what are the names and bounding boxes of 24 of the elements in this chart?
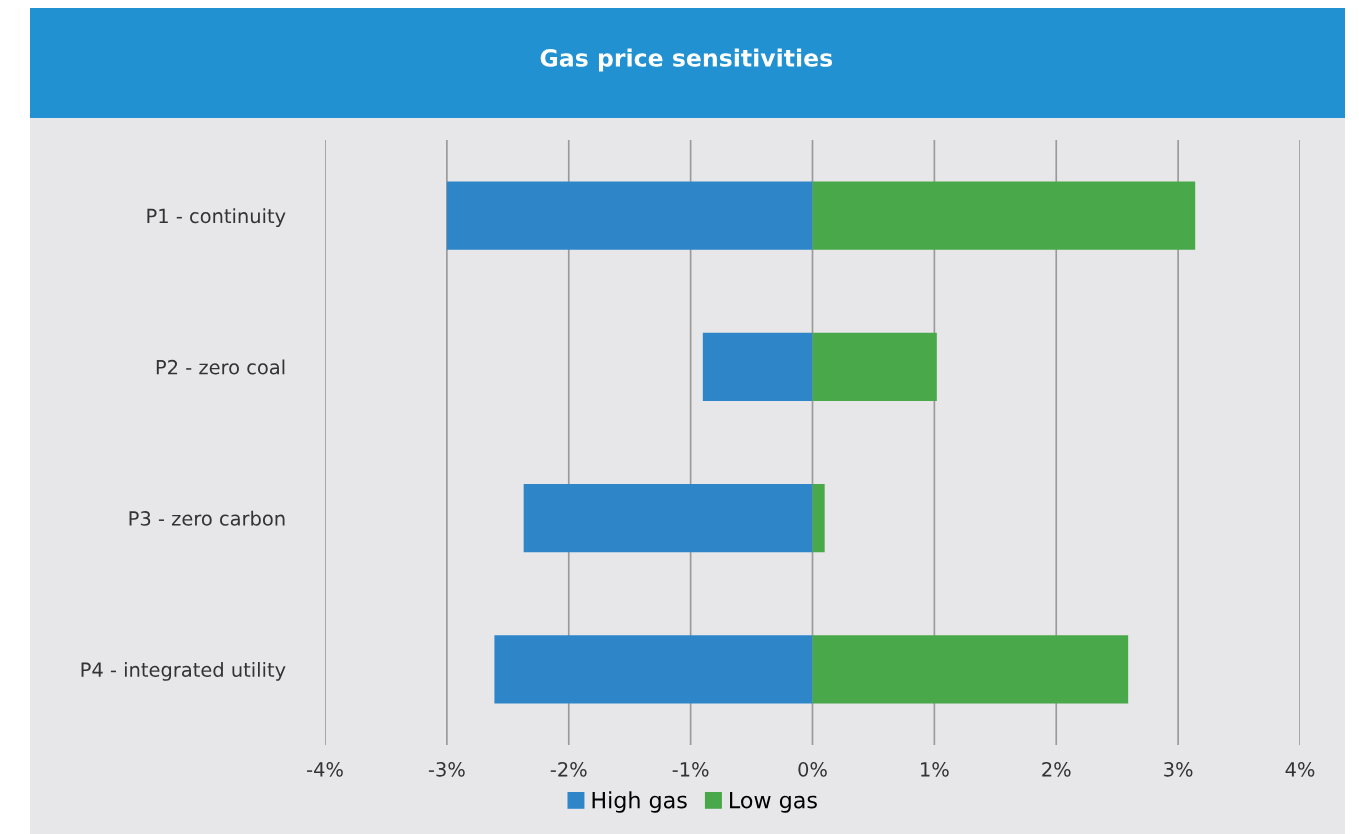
x-tick-label: -3% xyxy=(428,762,465,777)
bar xyxy=(812,332,937,401)
y-tick-label: P1 - continuity xyxy=(147,208,286,228)
x-tick-label: -2% xyxy=(550,762,587,777)
bar xyxy=(446,181,813,250)
bar xyxy=(494,635,813,704)
y-tick-label: P3 - zero carbon xyxy=(129,510,285,526)
bar xyxy=(812,181,1196,250)
x-tick-label: -4% xyxy=(307,762,343,777)
chart-title: Gas price sensitivities xyxy=(540,48,833,72)
bar xyxy=(702,332,813,401)
bar xyxy=(812,635,1129,704)
bar xyxy=(812,484,825,553)
x-tick-label: 1% xyxy=(921,762,949,777)
x-tick-label: 0% xyxy=(798,762,827,777)
y-tick-label: P2 - zero coal xyxy=(156,359,285,375)
y-tick-label: P4 - integrated utility xyxy=(81,661,286,681)
x-tick-label: 4% xyxy=(1285,762,1315,777)
x-tick-label: -1% xyxy=(672,762,709,777)
bar xyxy=(523,484,813,553)
legend-label: High gas xyxy=(592,791,687,813)
x-tick-label: 2% xyxy=(1042,762,1071,777)
legend-label: Low gas xyxy=(730,791,817,813)
x-tick-label: 3% xyxy=(1164,762,1193,777)
